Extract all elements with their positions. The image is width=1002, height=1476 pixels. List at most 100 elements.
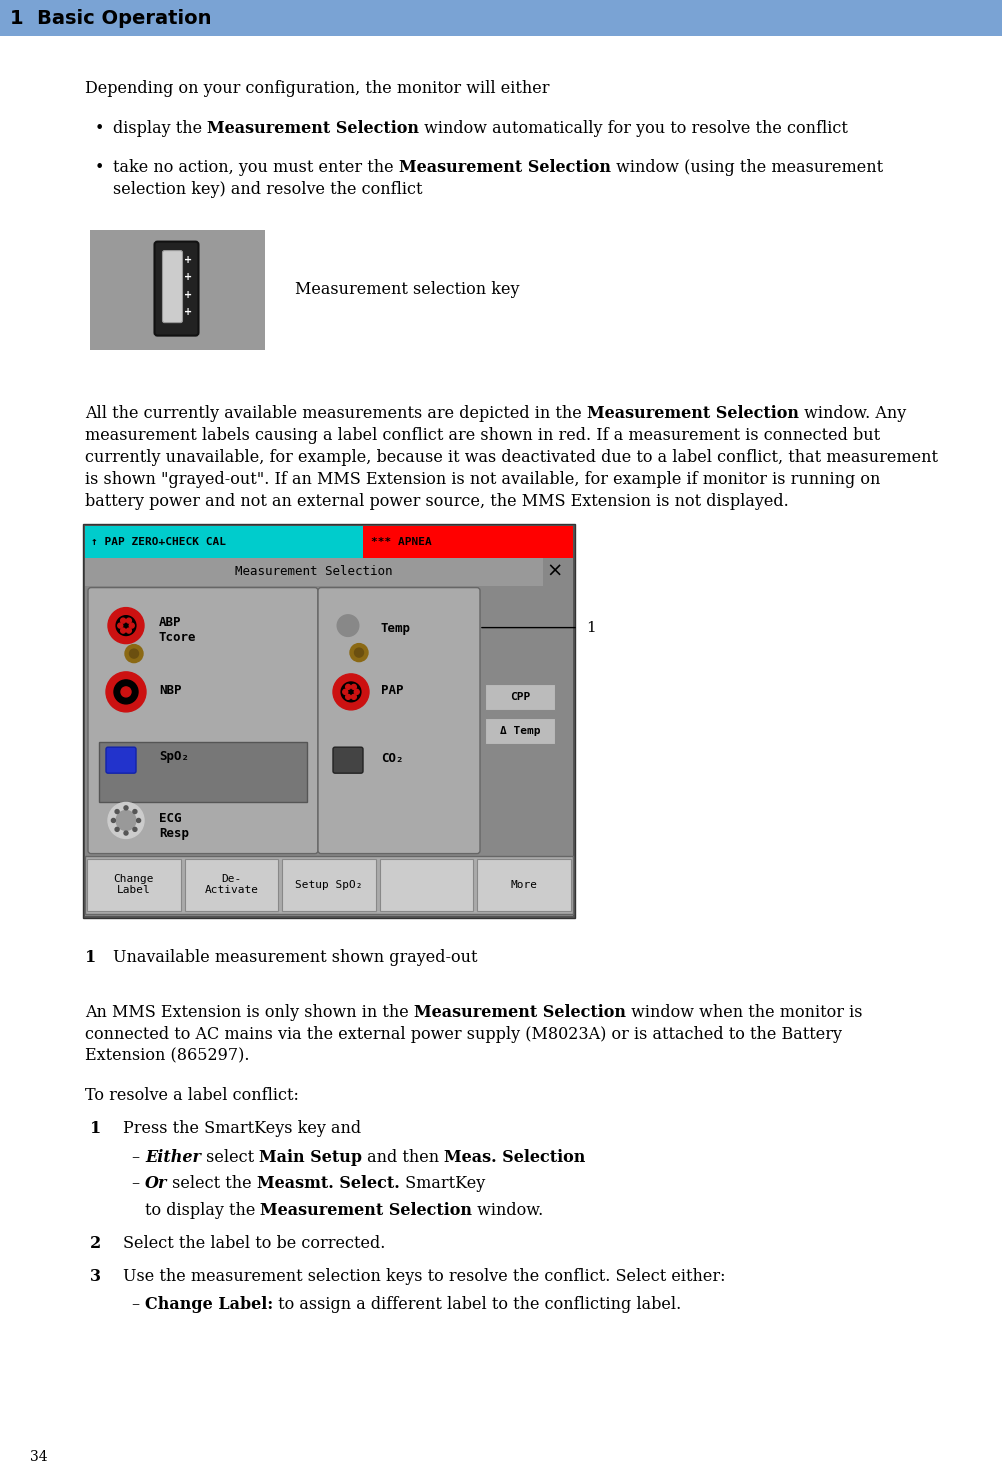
Text: Or: Or [145, 1175, 167, 1193]
Circle shape [330, 608, 366, 644]
Text: Press the SmartKeys key and: Press the SmartKeys key and [123, 1120, 361, 1137]
Text: window. Any: window. Any [798, 404, 905, 422]
FancyBboxPatch shape [88, 587, 318, 853]
Text: to display the: to display the [145, 1201, 261, 1219]
Text: select the: select the [167, 1175, 257, 1193]
Text: Change
Label: Change Label [113, 874, 154, 896]
Text: Measurement Selection: Measurement Selection [414, 1004, 625, 1020]
Text: Change Label:: Change Label: [145, 1296, 273, 1314]
FancyBboxPatch shape [99, 742, 307, 803]
Circle shape [346, 694, 351, 700]
Circle shape [126, 629, 131, 633]
Text: 3: 3 [90, 1268, 101, 1284]
Text: to assign a different label to the conflicting label.: to assign a different label to the confl… [273, 1296, 680, 1314]
Circle shape [108, 608, 144, 644]
Circle shape [125, 645, 143, 663]
Text: All the currently available measurements are depicted in the: All the currently available measurements… [85, 404, 586, 422]
Text: Measurement Selection: Measurement Selection [399, 159, 610, 176]
Text: ×: × [546, 562, 563, 582]
Text: and then: and then [362, 1148, 444, 1166]
Circle shape [116, 615, 135, 636]
Circle shape [343, 689, 348, 694]
Text: •: • [95, 120, 104, 137]
Text: +: + [184, 272, 192, 282]
Circle shape [136, 819, 140, 822]
Text: window (using the measurement: window (using the measurement [610, 159, 882, 176]
Text: Temp: Temp [381, 621, 411, 635]
Text: To resolve a label conflict:: To resolve a label conflict: [85, 1088, 299, 1104]
Text: Unavailable measurement shown grayed-out: Unavailable measurement shown grayed-out [113, 949, 477, 965]
Text: Main Setup: Main Setup [259, 1148, 362, 1166]
Text: currently unavailable, for example, because it was deactivated due to a label co: currently unavailable, for example, beca… [85, 449, 937, 465]
Bar [363, 525, 572, 558]
Circle shape [126, 618, 131, 623]
Text: Either: Either [145, 1148, 200, 1166]
Text: window.: window. [472, 1201, 543, 1219]
Text: Meas. Selection: Meas. Selection [444, 1148, 585, 1166]
Bar [87, 859, 180, 911]
Text: Setup SpO₂: Setup SpO₂ [295, 880, 363, 890]
Text: battery power and not an external power source, the MMS Extension is not display: battery power and not an external power … [85, 493, 788, 509]
Text: Measurement Selection: Measurement Selection [261, 1201, 472, 1219]
Circle shape [117, 623, 122, 629]
Text: take no action, you must enter the: take no action, you must enter the [113, 159, 399, 176]
Circle shape [129, 649, 138, 658]
Bar [380, 859, 473, 911]
Circle shape [114, 680, 138, 704]
Text: +: + [184, 254, 192, 264]
Bar [85, 856, 572, 914]
Circle shape [124, 806, 128, 810]
Text: –: – [131, 1296, 139, 1314]
Circle shape [341, 682, 361, 701]
Text: CPP: CPP [509, 692, 530, 703]
Circle shape [333, 675, 369, 710]
Bar [85, 558, 572, 915]
Text: ECG
Resp: ECG Resp [159, 812, 188, 840]
FancyBboxPatch shape [318, 587, 480, 853]
Bar [184, 859, 278, 911]
Circle shape [115, 828, 119, 831]
Text: Depending on your configuration, the monitor will either: Depending on your configuration, the mon… [85, 80, 549, 97]
Text: More: More [510, 880, 537, 890]
Bar [0, 0, 1002, 35]
Bar [282, 859, 376, 911]
Circle shape [124, 831, 128, 835]
Text: 1  Basic Operation: 1 Basic Operation [10, 9, 211, 28]
FancyBboxPatch shape [333, 747, 363, 773]
Text: Extension (865297).: Extension (865297). [85, 1048, 249, 1064]
Bar [83, 524, 574, 918]
Bar [485, 683, 554, 710]
Text: Use the measurement selection keys to resolve the conflict. Select either:: Use the measurement selection keys to re… [123, 1268, 724, 1284]
Text: Select the label to be corrected.: Select the label to be corrected. [123, 1234, 385, 1252]
Text: *** APNEA: *** APNEA [371, 537, 431, 546]
Text: –: – [131, 1175, 139, 1193]
Text: 1: 1 [90, 1120, 101, 1137]
Bar [85, 558, 542, 586]
Text: CO₂: CO₂ [381, 753, 403, 765]
Bar [477, 859, 570, 911]
Text: Measurement Selection: Measurement Selection [207, 120, 419, 137]
Circle shape [351, 685, 356, 689]
Text: window when the monitor is: window when the monitor is [625, 1004, 862, 1020]
Text: 2: 2 [90, 1234, 101, 1252]
Text: Measmt. Select.: Measmt. Select. [257, 1175, 400, 1193]
Circle shape [351, 694, 356, 700]
Text: ↑ PAP ZERO+CHECK CAL: ↑ PAP ZERO+CHECK CAL [91, 537, 225, 546]
Circle shape [111, 819, 115, 822]
Circle shape [354, 648, 363, 657]
Text: PAP: PAP [381, 683, 403, 697]
Text: Measurement Selection: Measurement Selection [586, 404, 798, 422]
Circle shape [106, 672, 146, 711]
Text: ABP
Tcore: ABP Tcore [159, 615, 196, 644]
Circle shape [120, 618, 125, 623]
Text: Measurement selection key: Measurement selection key [295, 280, 519, 298]
Text: An MMS Extension is only shown in the: An MMS Extension is only shown in the [85, 1004, 414, 1020]
Text: window automatically for you to resolve the conflict: window automatically for you to resolve … [419, 120, 848, 137]
Circle shape [354, 689, 359, 694]
Circle shape [116, 810, 135, 831]
Text: +: + [184, 307, 192, 316]
Circle shape [346, 685, 351, 689]
Bar [485, 717, 554, 744]
Text: measurement labels causing a label conflict are shown in red. If a measurement i: measurement labels causing a label confl… [85, 427, 879, 444]
Text: +: + [184, 289, 192, 300]
